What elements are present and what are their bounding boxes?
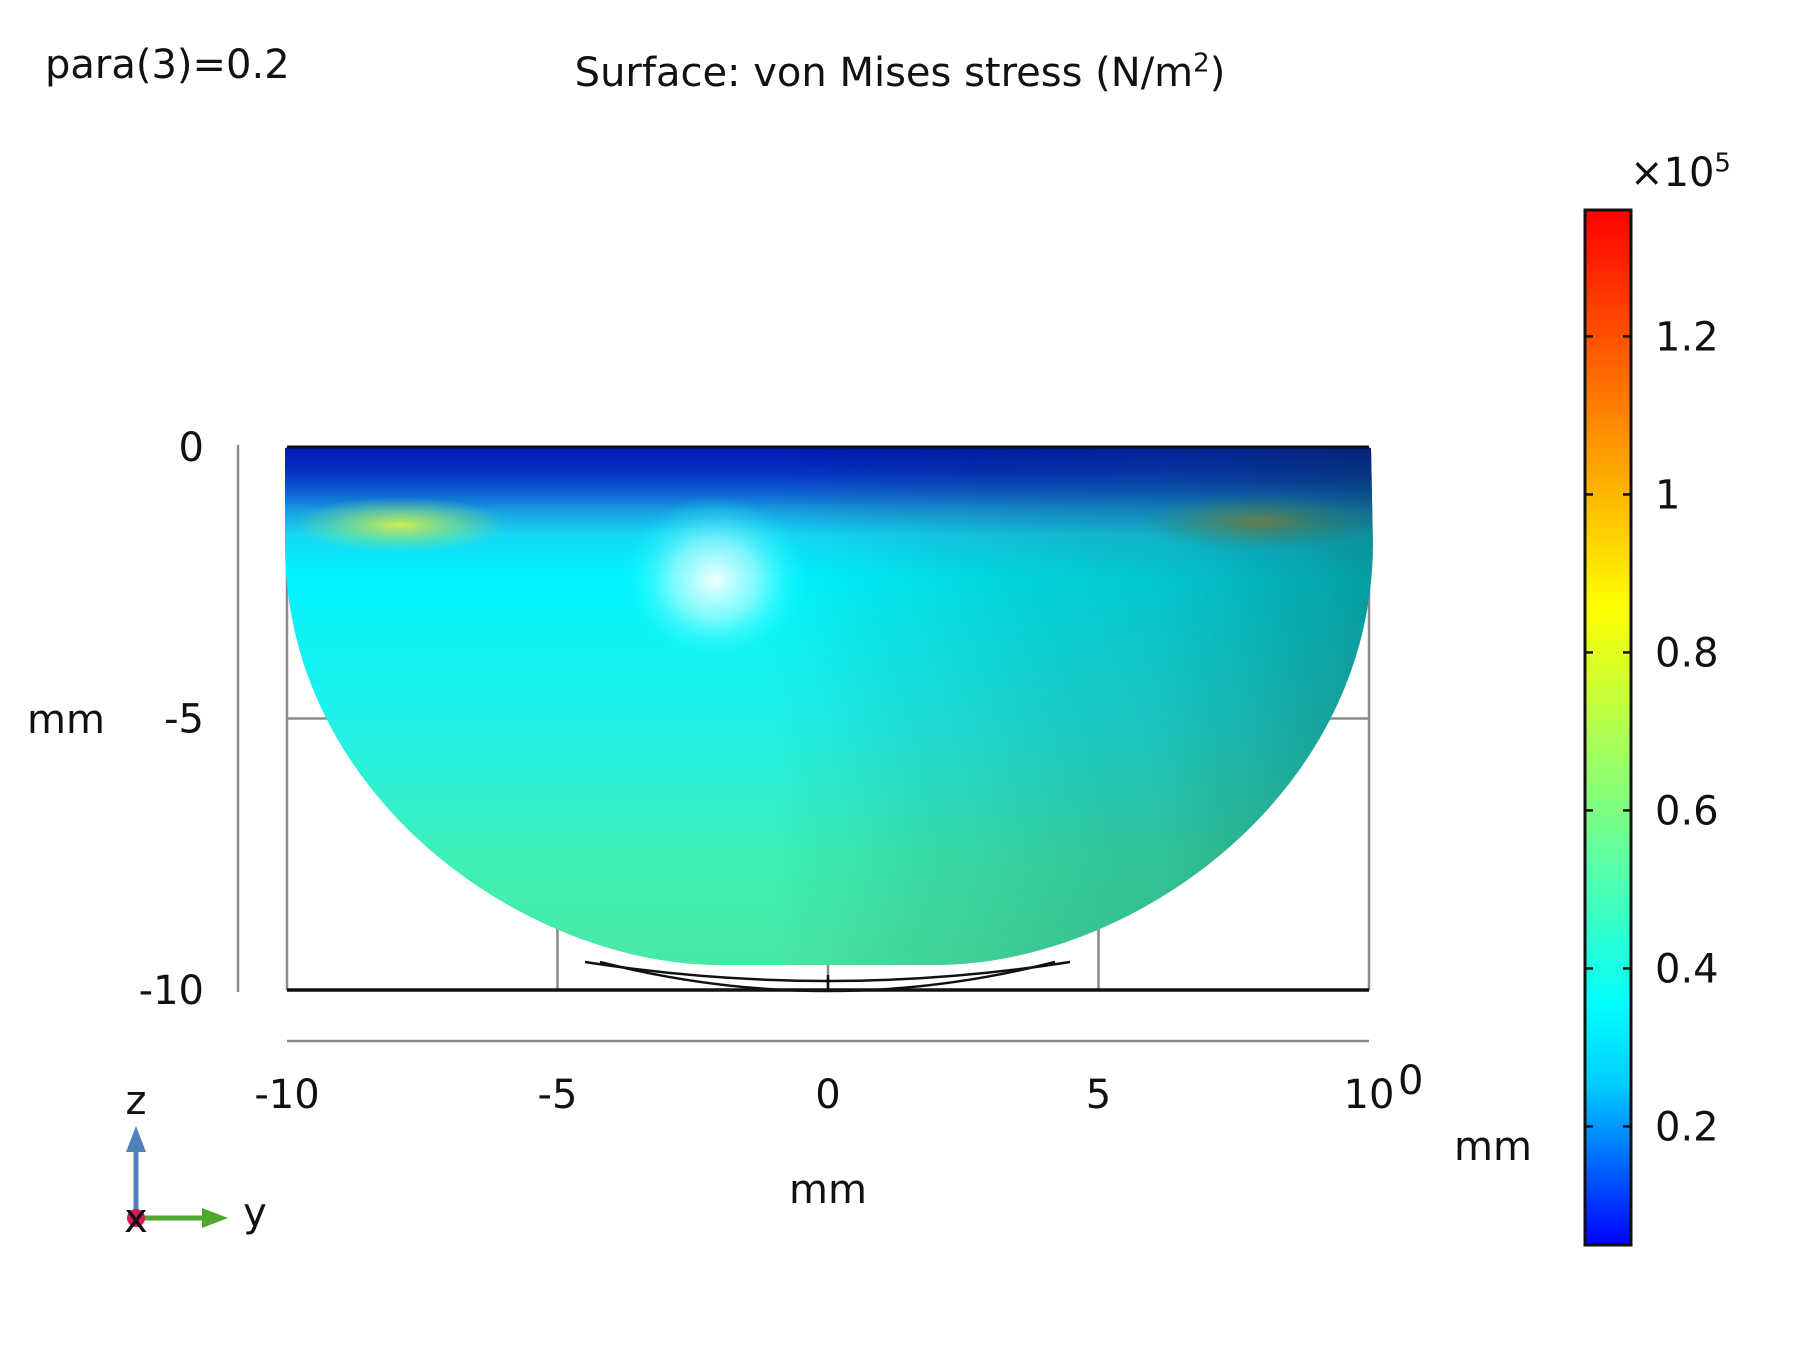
triad-z-label: z bbox=[126, 1078, 147, 1124]
colorbar-tick-label-0.4: 0.4 bbox=[1655, 946, 1719, 992]
colorbar: 1.2 1 0.8 0.6 0.4 0.2 bbox=[1583, 208, 1719, 1247]
colorbar-tick-label-0.2: 0.2 bbox=[1655, 1104, 1719, 1150]
x-tick-label-0: 0 bbox=[815, 1072, 840, 1118]
y-tick-label--5: -5 bbox=[164, 697, 204, 743]
colorbar-tick-label-0.6: 0.6 bbox=[1655, 788, 1719, 834]
colorbar-tick-label-1.2: 1.2 bbox=[1655, 314, 1719, 360]
parameter-label: para(3)=0.2 bbox=[45, 42, 290, 88]
x-tick-label--5: -5 bbox=[538, 1072, 578, 1118]
colorbar-tick-label-1: 1 bbox=[1655, 472, 1680, 518]
bowl-bottom-outline bbox=[584, 960, 1071, 993]
x-tick-label-5: 5 bbox=[1086, 1072, 1111, 1118]
colorbar-multiplier: ×105 bbox=[1630, 150, 1731, 196]
triad-x-label: x bbox=[124, 1196, 148, 1242]
y-axis-ticks: 0 -5 -10 bbox=[139, 425, 204, 1014]
title-text: Surface: von Mises stress (N/m bbox=[574, 50, 1194, 96]
y-tick-label--10: -10 bbox=[139, 968, 204, 1014]
stress-surface bbox=[285, 448, 1373, 965]
depth-axis-unit: mm bbox=[1454, 1124, 1532, 1170]
x-axis-unit: mm bbox=[789, 1167, 867, 1213]
y-arrow-head bbox=[202, 1208, 228, 1228]
title-superscript: 2 bbox=[1193, 48, 1210, 79]
colorbar-tick-label-0.8: 0.8 bbox=[1655, 630, 1719, 676]
orientation-triad: z y x bbox=[124, 1078, 267, 1242]
corner-zero-label: 0 bbox=[1398, 1058, 1423, 1104]
colorbar-ticks: 1.2 1 0.8 0.6 0.4 0.2 bbox=[1585, 314, 1719, 1150]
x-axis-dot bbox=[127, 1209, 145, 1227]
colorbar-multiplier-prefix: ×10 bbox=[1630, 150, 1715, 196]
x-axis-ticks: -10 -5 0 5 10 bbox=[254, 1072, 1394, 1118]
triad-y-label: y bbox=[243, 1190, 267, 1236]
x-tick-label--10: -10 bbox=[254, 1072, 319, 1118]
y-axis-unit: mm bbox=[27, 697, 105, 743]
x-tick-label-10: 10 bbox=[1344, 1072, 1395, 1118]
colorbar-gradient bbox=[1583, 208, 1633, 1247]
y-tick-label-0: 0 bbox=[179, 425, 204, 471]
colorbar-multiplier-exp: 5 bbox=[1714, 148, 1731, 179]
title-end: ) bbox=[1209, 50, 1226, 96]
plot-title: Surface: von Mises stress (N/m2) bbox=[0, 50, 1800, 96]
z-arrow-head bbox=[126, 1126, 146, 1152]
